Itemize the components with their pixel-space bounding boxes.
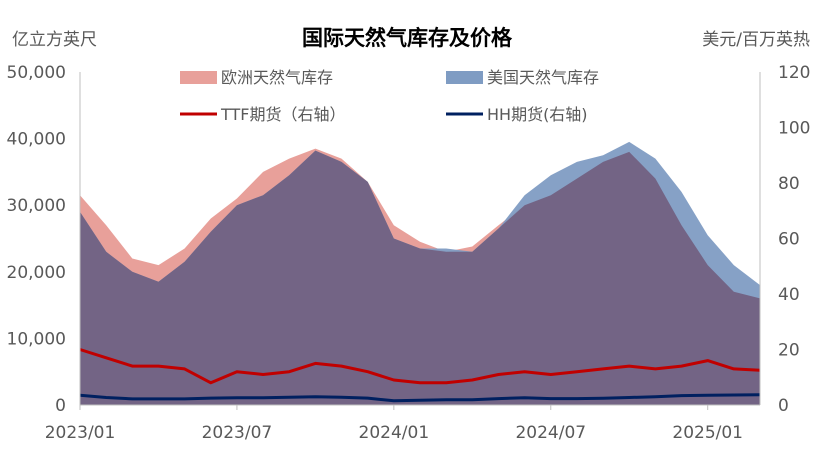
- left-y-tick-label: 30,000: [7, 196, 66, 216]
- ttf-futures-line: [79, 348, 761, 385]
- right-y-tick-label: 100: [778, 119, 810, 139]
- x-tick-label: 2023/07: [202, 423, 273, 443]
- left-y-tick-label: 20,000: [7, 263, 66, 283]
- legend-swatch-europe: [180, 71, 217, 84]
- x-tick-label: 2024/01: [359, 423, 430, 443]
- left-y-tick-label: 50,000: [7, 63, 66, 83]
- left-y-tick-label: 10,000: [7, 329, 66, 349]
- right-y-tick-label: 40: [778, 285, 800, 305]
- right-y-tick-label: 20: [778, 341, 800, 361]
- left-y-tick-label: 40,000: [7, 130, 66, 150]
- right-y-tick-label: 0: [778, 396, 789, 416]
- hh-futures-line: [79, 393, 761, 403]
- legend-label-europe: 欧洲天然气库存: [221, 68, 333, 87]
- legend-label-hh: HH期货(右轴): [487, 105, 588, 124]
- legend-swatch-us: [446, 71, 483, 84]
- right-y-tick-label: 80: [778, 174, 800, 194]
- legend-label-ttf: TTF期货（右轴）: [220, 105, 345, 124]
- left-axis-unit: 亿立方英尺: [12, 30, 97, 50]
- left-y-tick-label: 0: [55, 396, 66, 416]
- x-tick-label: 2025/01: [672, 423, 743, 443]
- legend-label-us: 美国天然气库存: [487, 68, 599, 87]
- x-tick-label: 2024/07: [515, 423, 586, 443]
- storage-overlap-area: [80, 150, 760, 405]
- chart-title: 国际天然气库存及价格: [302, 26, 513, 50]
- right-y-tick-label: 120: [778, 63, 810, 83]
- x-tick-label: 2023/01: [45, 423, 116, 443]
- right-axis-unit: 美元/百万英热: [702, 30, 810, 50]
- right-y-tick-label: 60: [778, 230, 800, 250]
